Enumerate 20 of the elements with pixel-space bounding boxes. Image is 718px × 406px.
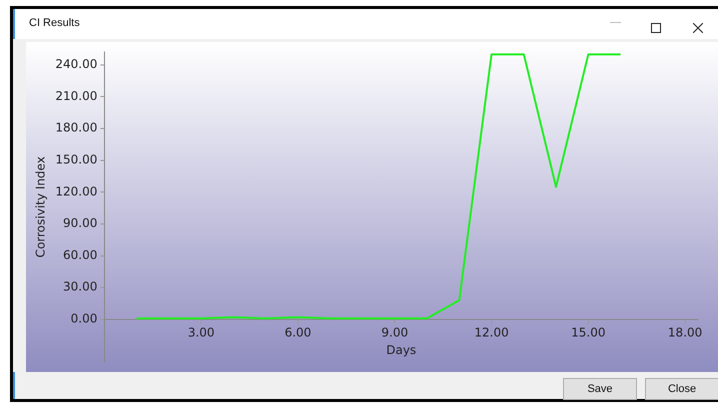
x-tick-label: 3.00: [188, 326, 215, 340]
close-button[interactable]: Close: [645, 378, 718, 400]
x-tick-label: 9.00: [381, 326, 408, 340]
y-tick-label: 30.00: [63, 280, 98, 294]
y-tick-label: 120.00: [55, 184, 98, 198]
x-tick-label: 12.00: [474, 326, 509, 340]
y-tick-label: 60.00: [63, 248, 98, 262]
y-tick-label: 0.00: [70, 312, 98, 326]
y-tick-label: 90.00: [63, 216, 98, 230]
y-tick-label: 210.00: [55, 88, 98, 103]
x-tick-label: 18.00: [668, 326, 702, 340]
y-tick-label: 240.00: [55, 57, 98, 72]
y-tick-label: 150.00: [55, 152, 98, 166]
x-tick-label: 6.00: [284, 326, 312, 340]
save-button[interactable]: Save: [563, 378, 637, 400]
x-axis-title: Days: [386, 343, 416, 358]
y-tick-label: 180.00: [55, 120, 98, 135]
y-axis-title: Corrosivity Index: [33, 156, 48, 258]
chart-title: CI Results: [29, 17, 80, 29]
x-tick-label: 15.00: [571, 326, 606, 340]
